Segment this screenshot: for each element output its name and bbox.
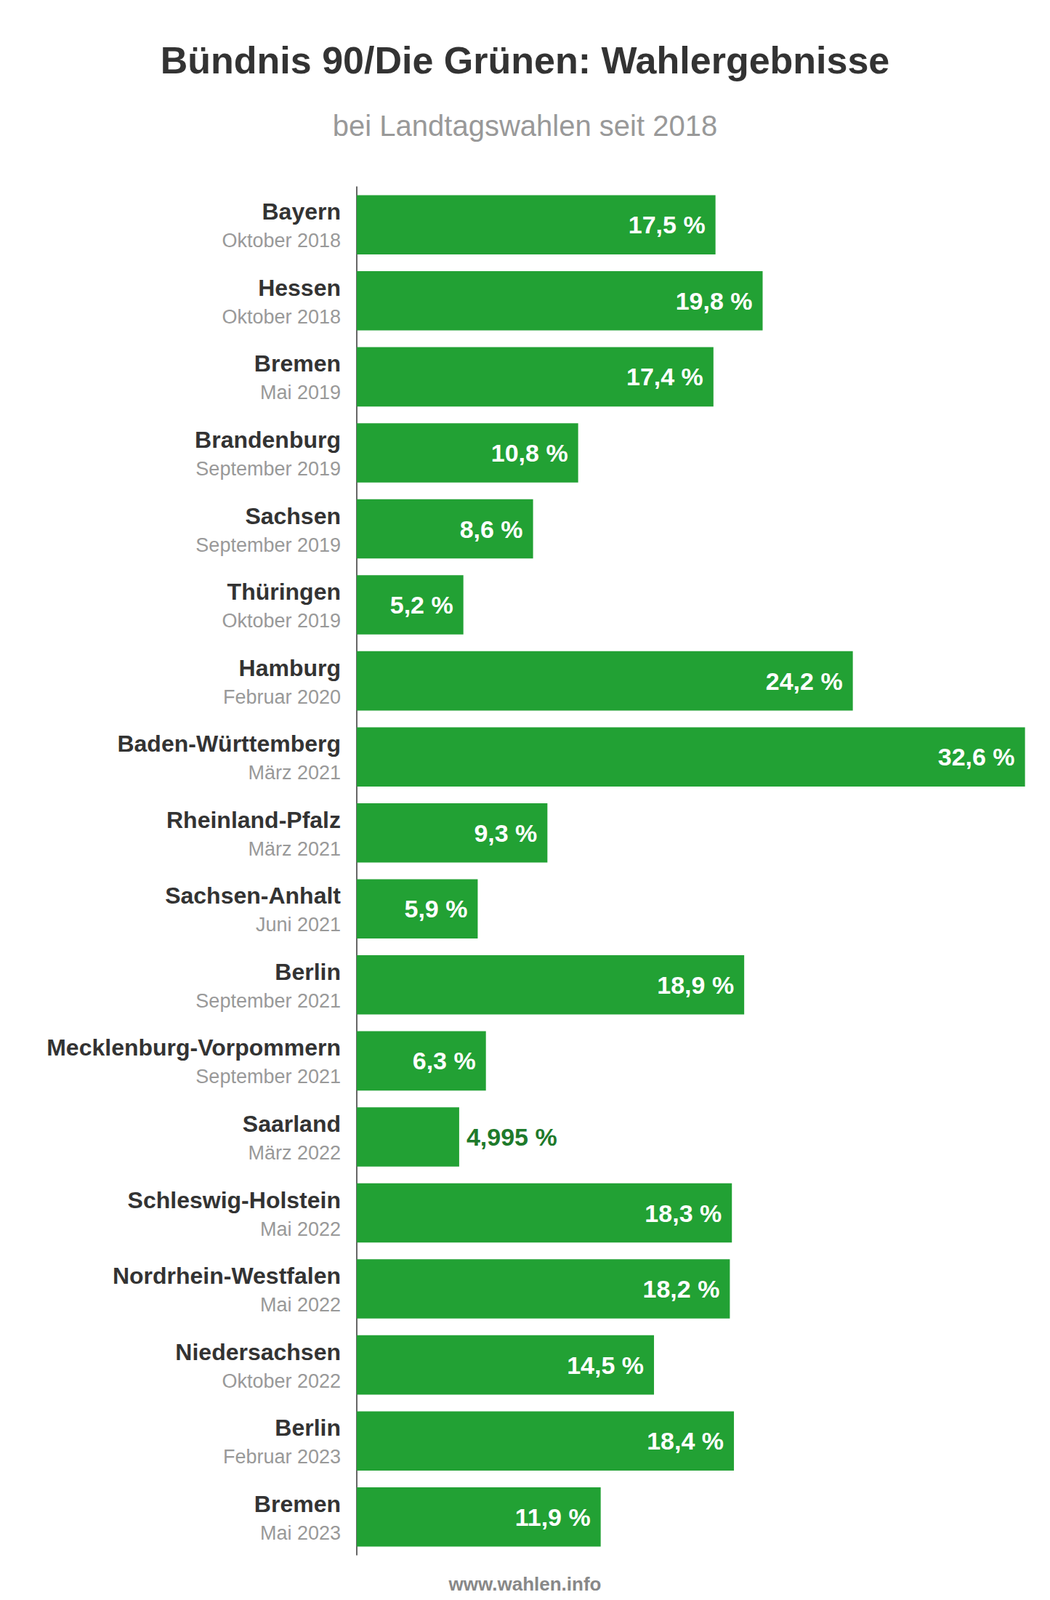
svg-text:18,2 %: 18,2 %	[643, 1274, 721, 1303]
svg-text:17,5 %: 17,5 %	[628, 210, 706, 239]
svg-text:www.wahlen.info: www.wahlen.info	[448, 1572, 602, 1595]
svg-text:11,9 %: 11,9 %	[515, 1502, 591, 1531]
svg-text:4,995 %: 4,995 %	[466, 1122, 558, 1151]
svg-text:10,8 %: 10,8 %	[491, 438, 569, 467]
svg-text:Oktober 2019: Oktober 2019	[221, 609, 341, 632]
svg-text:Mai 2022: Mai 2022	[260, 1293, 341, 1316]
svg-text:Brandenburg: Brandenburg	[194, 426, 341, 453]
svg-text:Mai 2022: Mai 2022	[260, 1217, 341, 1240]
svg-text:Thüringen: Thüringen	[227, 578, 341, 605]
svg-text:Oktober 2018: Oktober 2018	[221, 305, 341, 328]
svg-text:Bremen: Bremen	[254, 350, 341, 377]
svg-text:18,9 %: 18,9 %	[656, 970, 734, 999]
svg-text:24,2 %: 24,2 %	[765, 667, 843, 695]
svg-text:Hamburg: Hamburg	[239, 654, 341, 681]
svg-text:Rheinland-Pfalz: Rheinland-Pfalz	[166, 806, 341, 833]
svg-text:19,8 %: 19,8 %	[675, 287, 753, 315]
svg-text:September 2019: September 2019	[195, 457, 341, 480]
svg-text:Nordrhein-Westfalen: Nordrhein-Westfalen	[112, 1262, 341, 1289]
svg-text:Februar 2020: Februar 2020	[223, 685, 341, 708]
svg-text:September 2021: September 2021	[195, 989, 341, 1012]
svg-text:32,6 %: 32,6 %	[938, 742, 1016, 771]
svg-text:Schleswig-Holstein: Schleswig-Holstein	[127, 1186, 341, 1213]
svg-text:Sachsen-Anhalt: Sachsen-Anhalt	[164, 882, 341, 909]
svg-text:5,2 %: 5,2 %	[390, 590, 454, 619]
svg-text:Hessen: Hessen	[257, 274, 341, 301]
svg-text:Bremen: Bremen	[254, 1490, 341, 1517]
svg-text:September 2021: September 2021	[195, 1065, 341, 1088]
svg-text:9,3 %: 9,3 %	[473, 818, 537, 847]
svg-text:Bündnis 90/Die Grünen: Wahlerg: Bündnis 90/Die Grünen: Wahlergebnisse	[160, 39, 891, 82]
svg-text:14,5 %: 14,5 %	[566, 1350, 644, 1379]
svg-text:Mai 2023: Mai 2023	[260, 1521, 341, 1544]
svg-text:Oktober 2018: Oktober 2018	[221, 229, 341, 252]
svg-text:Mecklenburg-Vorpommern: Mecklenburg-Vorpommern	[46, 1034, 341, 1061]
svg-text:März 2021: März 2021	[247, 837, 341, 860]
svg-text:8,6 %: 8,6 %	[459, 515, 524, 543]
svg-text:Sachsen: Sachsen	[244, 502, 341, 529]
svg-text:Niedersachsen: Niedersachsen	[175, 1338, 341, 1365]
svg-text:6,3 %: 6,3 %	[412, 1046, 476, 1074]
svg-text:März 2022: März 2022	[247, 1141, 341, 1164]
svg-text:Februar 2023: Februar 2023	[223, 1445, 341, 1468]
svg-text:Juni 2021: Juni 2021	[255, 913, 341, 936]
svg-text:Mai 2019: Mai 2019	[260, 381, 341, 404]
svg-text:Oktober 2022: Oktober 2022	[221, 1369, 341, 1392]
svg-text:März 2021: März 2021	[247, 761, 341, 784]
svg-text:Bayern: Bayern	[262, 198, 342, 225]
svg-text:Baden-Württemberg: Baden-Württemberg	[116, 730, 341, 757]
svg-text:17,4 %: 17,4 %	[626, 362, 704, 391]
svg-text:5,9 %: 5,9 %	[404, 894, 468, 923]
svg-text:Berlin: Berlin	[274, 1414, 341, 1441]
svg-text:September 2019: September 2019	[195, 534, 341, 556]
svg-text:bei Landtagswahlen seit 2018: bei Landtagswahlen seit 2018	[332, 109, 718, 142]
svg-text:18,3 %: 18,3 %	[644, 1198, 722, 1227]
svg-text:18,4 %: 18,4 %	[646, 1426, 724, 1455]
svg-text:Saarland: Saarland	[242, 1110, 341, 1137]
svg-text:Berlin: Berlin	[274, 958, 341, 985]
